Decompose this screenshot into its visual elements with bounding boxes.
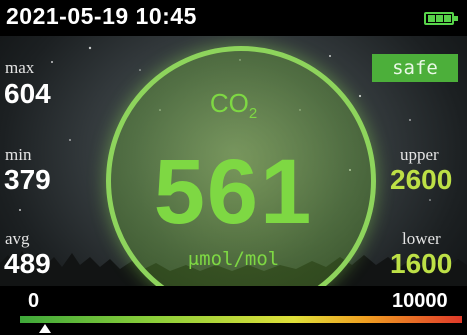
battery-full-icon [424, 12, 458, 25]
co2-gauge-circle [106, 46, 376, 316]
gas-label: CO2 [209, 88, 258, 123]
status-badge: safe [372, 54, 458, 82]
min-label: min [5, 145, 32, 164]
scale-min-label: 0 [28, 290, 40, 312]
scale-marker-icon [38, 324, 51, 333]
status-bar: 2021-05-19 10:45 [0, 0, 467, 36]
upper-label: upper [400, 145, 439, 164]
avg-value: 489 [4, 248, 51, 279]
co2-reading: 561 [153, 141, 314, 243]
scale-bar-area [0, 286, 467, 335]
avg-label: avg [5, 229, 30, 248]
lower-threshold-value: 1600 [390, 248, 453, 279]
scale-max-label: 10000 [392, 290, 448, 312]
co2-unit: μmol/mol [187, 248, 280, 270]
lower-label: lower [402, 229, 441, 248]
min-value: 379 [4, 164, 51, 195]
concentration-scale-bar [20, 316, 462, 323]
datetime: 2021-05-19 10:45 [6, 3, 197, 29]
max-value: 604 [4, 78, 51, 109]
max-label: max [5, 58, 35, 77]
upper-threshold-value: 2600 [390, 164, 453, 195]
